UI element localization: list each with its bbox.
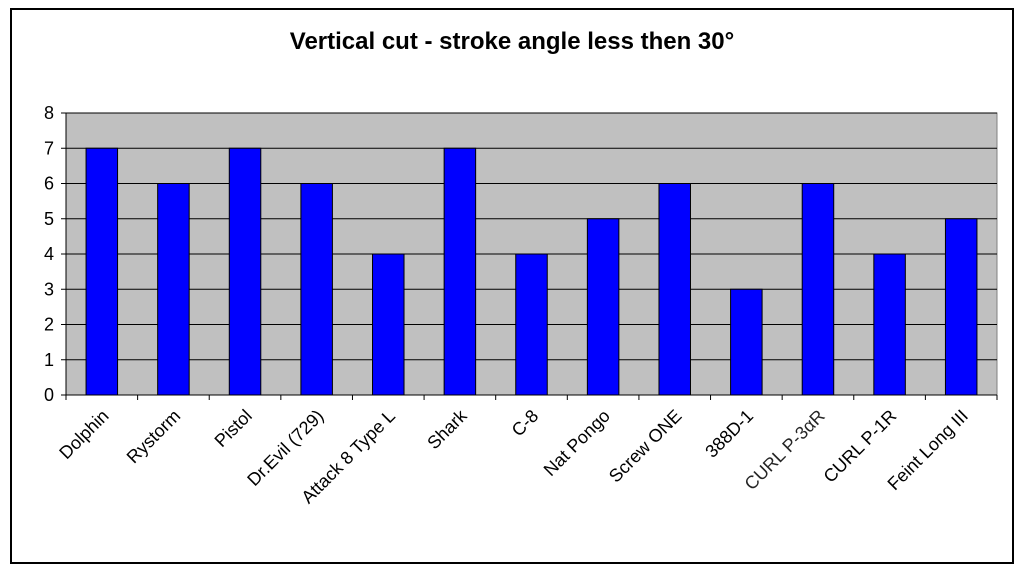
x-category-label: Nat Pongo — [540, 406, 614, 480]
y-tick-labels: 0 1 2 3 4 5 6 7 8 — [44, 103, 54, 405]
bars — [85, 147, 978, 396]
x-category-label: Screw ONE — [605, 406, 686, 487]
bar — [801, 183, 835, 396]
bar — [873, 253, 906, 396]
y-tick-label: 0 — [44, 385, 54, 405]
y-tick-label: 1 — [44, 350, 54, 370]
x-category-label: C-8 — [508, 406, 543, 441]
bar — [85, 147, 119, 396]
bar — [443, 147, 477, 396]
y-tick-label: 8 — [44, 103, 54, 123]
y-tick-label: 6 — [44, 174, 54, 194]
axes — [61, 112, 998, 400]
y-tick-label: 5 — [44, 209, 54, 229]
x-category-label: Dolphin — [55, 406, 112, 463]
x-category-label: 388D-1 — [701, 406, 757, 462]
bar — [586, 218, 620, 396]
y-tick-label: 2 — [44, 315, 54, 335]
chart-title: Vertical cut - stroke angle less then 30… — [289, 28, 735, 55]
bar — [157, 183, 190, 396]
x-category-label: Shark — [423, 405, 471, 453]
bar — [228, 147, 262, 396]
y-tick-label: 4 — [44, 244, 54, 264]
bar — [944, 218, 978, 396]
x-category-label: Pistol — [211, 406, 256, 451]
bar — [658, 183, 691, 396]
bar — [730, 288, 763, 396]
x-category-label: Rystorm — [123, 406, 185, 468]
bar — [372, 253, 405, 396]
y-tick-label: 7 — [44, 138, 54, 158]
bar — [300, 183, 333, 396]
bar — [515, 253, 548, 396]
y-tick-label: 3 — [44, 279, 54, 299]
